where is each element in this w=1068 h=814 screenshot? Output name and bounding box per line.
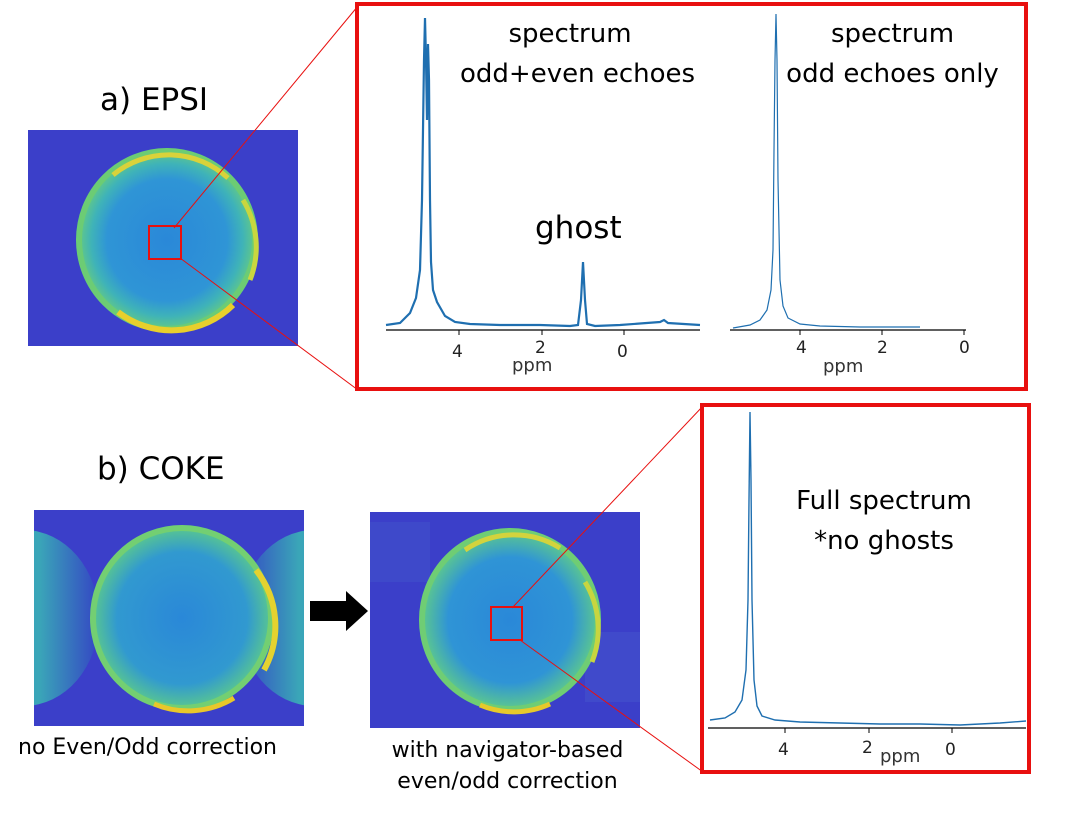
caption-with-correction-line1: with navigator-based: [391, 738, 624, 763]
arrow-right-icon: [310, 591, 368, 631]
caption-no-correction: no Even/Odd correction: [18, 735, 277, 760]
spectrum-full-title: Full spectrum *no ghosts: [775, 481, 993, 561]
spectrum-full-title-line1: Full spectrum: [796, 486, 972, 516]
spectrum-odd-even-tick-label-4: 4: [452, 342, 463, 362]
ghost-label: ghost: [535, 210, 622, 246]
spectrum-odd-even-tick-label-2: 2: [535, 338, 546, 358]
spectrum-odd-only-unit: ppm: [823, 356, 864, 377]
spectrum-odd-only-title-line1: spectrum: [830, 19, 955, 49]
spectrum-full-line: [709, 411, 1027, 726]
epsi-roi-box: [148, 225, 182, 260]
epsi-spectra-frame: [355, 2, 1028, 391]
spectrum-odd-even-title: spectrum odd+even echoes: [460, 14, 696, 94]
spectrum-full-title-line2: *no ghosts: [814, 526, 954, 556]
caption-with-correction-line2: even/odd correction: [397, 769, 618, 794]
spectrum-odd-even-tick-label-0: 0: [617, 342, 628, 362]
spectrum-odd-only-title: spectrum odd echoes only: [780, 14, 1005, 94]
spectrum-odd-only-title-line2: odd echoes only: [786, 59, 999, 89]
spectrum-odd-even-title-line2: odd+even echoes: [460, 59, 696, 89]
spectrum-odd-even-title-line1: spectrum: [508, 19, 632, 49]
coke-corrected-image: [370, 512, 640, 728]
spectrum-odd-only-tick-label-0: 0: [959, 338, 970, 358]
coke-spectrum-frame: [700, 403, 1031, 774]
epsi-image: [28, 130, 298, 346]
spectrum-odd-even-line: [385, 17, 701, 328]
coke-roi-box: [490, 606, 523, 641]
section-b-title: b) COKE: [97, 451, 225, 487]
spectrum-odd-even-unit: ppm: [512, 355, 553, 376]
coke-uncorrected-image: [34, 510, 304, 726]
spectrum-full-tick-label-0: 0: [945, 740, 956, 760]
spectrum-full-unit: ppm: [880, 746, 921, 767]
spectrum-odd-only-tick-label-2: 2: [877, 338, 888, 358]
spectrum-odd-only-tick-label-4: 4: [796, 338, 807, 358]
section-a-title: a) EPSI: [100, 82, 209, 118]
spectrum-full-tick-label-4: 4: [778, 740, 789, 760]
spectrum-odd-only-line: [732, 13, 920, 329]
caption-with-correction: with navigator-based even/odd correction: [380, 735, 635, 797]
spectrum-full-tick-label-2: 2: [862, 738, 873, 758]
